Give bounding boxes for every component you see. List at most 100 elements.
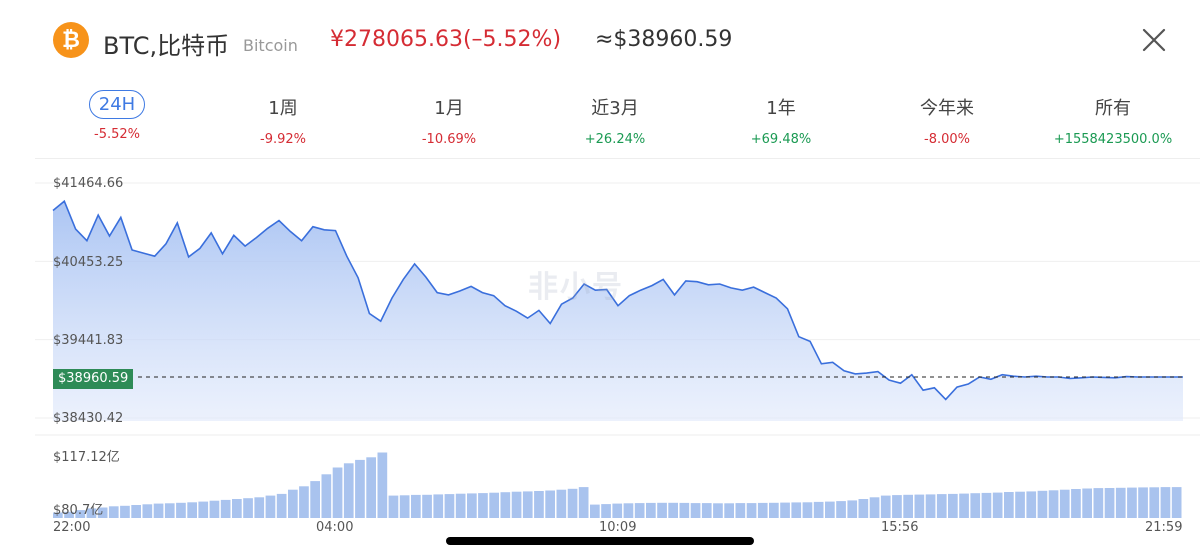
volume-bar bbox=[914, 494, 925, 518]
volume-bar bbox=[64, 511, 74, 518]
divider bbox=[35, 158, 1200, 159]
volume-bar bbox=[355, 459, 365, 518]
tab-label: 1周 bbox=[268, 98, 298, 119]
volume-bar bbox=[1004, 492, 1014, 518]
tab-change: -8.00% bbox=[924, 132, 970, 147]
home-indicator[interactable] bbox=[446, 537, 754, 545]
tab-1m[interactable]: 1月 -10.69% bbox=[367, 86, 531, 147]
volume-bar bbox=[1082, 488, 1092, 518]
price-chart-svg[interactable] bbox=[0, 160, 1200, 554]
volume-bar bbox=[880, 495, 891, 518]
volume-bar bbox=[959, 493, 969, 518]
tab-1y[interactable]: 1年 +69.48% bbox=[699, 86, 863, 147]
volume-bar bbox=[478, 493, 488, 518]
volume-bar bbox=[869, 497, 880, 518]
tab-change: +26.24% bbox=[584, 132, 646, 147]
volume-bar bbox=[142, 504, 153, 518]
volume-bar bbox=[153, 503, 164, 518]
volume-bar bbox=[276, 493, 287, 518]
tab-1w[interactable]: 1周 -9.92% bbox=[201, 86, 365, 147]
tab-3m[interactable]: 近3月 +26.24% bbox=[533, 86, 697, 147]
volume-bar bbox=[1149, 487, 1160, 518]
volume-bar bbox=[53, 512, 63, 518]
tab-ytd[interactable]: 今年来 -8.00% bbox=[865, 86, 1029, 147]
volume-bar bbox=[948, 493, 958, 518]
volume-bar bbox=[254, 497, 265, 518]
volume-bar bbox=[444, 494, 455, 518]
tab-change: +1558423500.0% bbox=[1053, 132, 1173, 147]
volume-bar bbox=[713, 503, 723, 518]
volume-bar bbox=[847, 500, 858, 518]
volume-bar bbox=[1048, 490, 1059, 518]
close-icon[interactable] bbox=[1140, 26, 1168, 54]
tab-24h[interactable]: 24H -5.52% bbox=[35, 86, 199, 142]
volume-tick-label: $117.12亿 bbox=[53, 450, 120, 465]
volume-bar bbox=[377, 452, 388, 518]
volume-bar bbox=[657, 502, 667, 518]
volume-bar bbox=[187, 502, 197, 518]
volume-bar bbox=[970, 493, 981, 518]
volume-bar bbox=[724, 503, 734, 518]
volume-bar bbox=[467, 493, 477, 518]
volume-bar bbox=[534, 491, 544, 518]
volume-bar bbox=[1015, 491, 1025, 518]
volume-bar bbox=[813, 501, 824, 518]
volume-bar bbox=[220, 499, 231, 518]
tab-change: -5.52% bbox=[94, 127, 140, 142]
volume-bar bbox=[1160, 487, 1171, 518]
tab-change: +69.48% bbox=[750, 132, 812, 147]
volume-bar bbox=[176, 502, 186, 518]
x-tick-label: 15:56 bbox=[881, 520, 919, 535]
volume-bar bbox=[936, 494, 947, 518]
volume-bar bbox=[590, 504, 600, 518]
volume-bar bbox=[411, 494, 421, 518]
volume-bar bbox=[120, 505, 130, 518]
volume-tick-label: $80.7亿 bbox=[53, 503, 104, 518]
volume-bar bbox=[858, 499, 869, 518]
tab-change: -10.69% bbox=[421, 132, 477, 147]
tab-change: -9.92% bbox=[260, 132, 306, 147]
x-tick-label: 21:59 bbox=[1145, 520, 1183, 535]
tab-label: 今年来 bbox=[920, 98, 974, 119]
volume-bar bbox=[511, 491, 522, 518]
volume-bar bbox=[601, 504, 611, 518]
volume-bar bbox=[75, 510, 86, 518]
volume-bar bbox=[332, 467, 343, 518]
volume-bar bbox=[567, 488, 578, 518]
volume-bar bbox=[1127, 487, 1137, 518]
volume-bar bbox=[578, 487, 589, 518]
volume-bar bbox=[1026, 491, 1037, 518]
tab-label: 1月 bbox=[434, 98, 464, 119]
price-chart[interactable]: 非小号 $41464.66 $40453.25 $39441.83 $38430… bbox=[0, 160, 1200, 554]
x-tick-label: 22:00 bbox=[53, 520, 91, 535]
tab-label: 所有 bbox=[1095, 98, 1131, 119]
price-cny: ¥278065.63(–5.52%) bbox=[330, 27, 562, 52]
volume-bar bbox=[1093, 488, 1104, 518]
y-tick-label: $38430.42 bbox=[53, 411, 124, 426]
volume-bar bbox=[1115, 487, 1126, 518]
volume-bar bbox=[769, 502, 779, 518]
volume-bar bbox=[679, 502, 690, 518]
volume-bar bbox=[388, 495, 399, 518]
volume-bar bbox=[131, 505, 141, 518]
volume-bar bbox=[455, 493, 466, 518]
volume-bar bbox=[108, 506, 119, 518]
current-price-tag: $38960.59 bbox=[53, 369, 134, 389]
volume-bar bbox=[690, 503, 701, 518]
coin-name: BTC,比特币 bbox=[103, 32, 230, 60]
price-usd: ≈$38960.59 bbox=[595, 27, 733, 52]
volume-bar bbox=[780, 502, 790, 518]
volume-bar bbox=[198, 501, 209, 518]
volume-bar bbox=[209, 500, 220, 518]
volume-bar bbox=[343, 463, 354, 518]
volume-bar bbox=[992, 492, 1003, 518]
volume-bar bbox=[321, 474, 332, 518]
volume-bar bbox=[1037, 490, 1048, 518]
volume-bar bbox=[232, 499, 242, 518]
volume-bar bbox=[422, 494, 432, 518]
tab-all[interactable]: 所有 +1558423500.0% bbox=[1031, 86, 1195, 147]
coin-header: ₿ BTC,比特币 Bitcoin ¥278065.63(–5.52%) ≈$3… bbox=[0, 0, 1200, 80]
volume-bar bbox=[746, 503, 757, 518]
tab-label: 1年 bbox=[766, 98, 796, 119]
volume-bar bbox=[399, 495, 410, 518]
